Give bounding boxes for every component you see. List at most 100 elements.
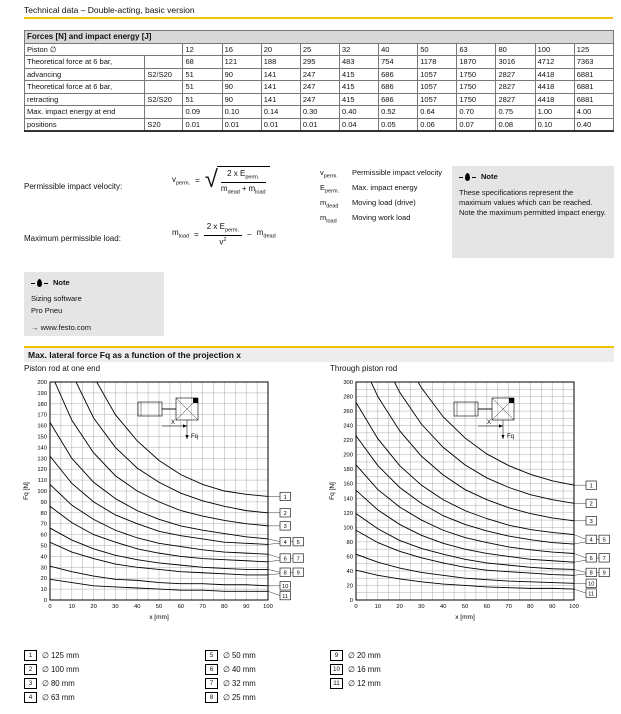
svg-text:180: 180 <box>37 402 47 408</box>
legend-item: 1 ∅ 125 mm <box>24 648 79 662</box>
svg-text:8: 8 <box>284 571 287 577</box>
value-cell: 483 <box>338 55 380 69</box>
legend-item: 3 ∅ 80 mm <box>24 676 79 690</box>
svg-text:40: 40 <box>347 569 353 575</box>
svg-text:60: 60 <box>484 604 490 610</box>
value-cell: 6881 <box>573 67 615 81</box>
sqrt-symbol: √ <box>204 166 218 194</box>
legend-item: 4 ∅ 63 mm <box>24 690 79 704</box>
svg-text:6: 6 <box>284 556 287 562</box>
diameter-legend-column: 5 ∅ 50 mm 6 ∅ 40 mm 7 ∅ 32 mm 8 ∅ 25 mm <box>205 648 256 704</box>
value-cell: 7363 <box>573 55 615 69</box>
value-cell: 686 <box>378 80 419 94</box>
symbol-description: Moving work load <box>352 213 411 222</box>
festo-link[interactable]: → www.festo.com <box>31 323 92 333</box>
value-cell: 2827 <box>495 67 536 81</box>
row-label-cell: advancing <box>23 67 146 81</box>
svg-text:100: 100 <box>263 604 273 610</box>
value-cell: 247 <box>299 67 340 81</box>
value-cell: 1057 <box>417 67 458 81</box>
note-title: Note <box>481 172 498 181</box>
legend-diameter-label: ∅ 50 mm <box>223 650 256 660</box>
piston-size-cell: 40 <box>378 42 419 56</box>
sizing-software-label: Sizing software <box>31 294 82 304</box>
value-cell: 0.09 <box>182 105 223 119</box>
svg-text:280: 280 <box>343 395 353 401</box>
svg-text:110: 110 <box>38 478 47 484</box>
minus-sign: − <box>247 229 252 239</box>
chart-through-piston-rod: 0204060801001201401601802002202402602803… <box>329 380 610 621</box>
value-cell: 90 <box>221 67 262 81</box>
value-cell: 686 <box>378 92 419 106</box>
svg-text:120: 120 <box>37 467 47 473</box>
legend-diameter-label: ∅ 40 mm <box>223 664 256 674</box>
svg-text:11: 11 <box>282 594 288 600</box>
legend-number-box: 5 <box>205 649 218 661</box>
svg-text:150: 150 <box>37 435 47 441</box>
legend-diameter-label: ∅ 80 mm <box>42 678 75 688</box>
svg-text:10: 10 <box>41 587 47 593</box>
svg-text:5: 5 <box>297 540 300 546</box>
velocity-formula-label: Permissible impact velocity: <box>24 182 123 191</box>
value-cell: 2827 <box>495 80 536 94</box>
svg-text:240: 240 <box>343 424 353 430</box>
svg-text:200: 200 <box>343 453 353 459</box>
value-cell: 0.06 <box>417 117 458 132</box>
svg-text:4: 4 <box>284 540 287 546</box>
svg-text:200: 200 <box>37 380 47 386</box>
piston-size-cell: 20 <box>260 42 301 56</box>
svg-text:9: 9 <box>297 571 300 577</box>
lateral-force-section-header: Max. lateral force Fq as a function of t… <box>24 346 614 362</box>
equals-sign: = <box>195 176 200 186</box>
svg-text:100: 100 <box>37 489 47 495</box>
value-cell: 247 <box>299 92 340 106</box>
row-label-cell: positions <box>23 117 146 132</box>
legend-diameter-label: ∅ 25 mm <box>223 692 256 702</box>
value-cell: 3016 <box>495 55 536 69</box>
legend-diameter-label: ∅ 63 mm <box>42 692 75 702</box>
svg-text:80: 80 <box>221 604 227 610</box>
legend-item: 7 ∅ 32 mm <box>205 676 256 690</box>
value-cell: 6881 <box>573 80 615 94</box>
svg-text:20: 20 <box>41 576 47 582</box>
svg-text:Fq: Fq <box>507 434 514 440</box>
svg-text:2: 2 <box>284 511 287 517</box>
svg-text:140: 140 <box>343 496 353 502</box>
chart-piston-rod-one-end: 0102030405060708090100110120130140150160… <box>23 380 304 621</box>
svg-text:9: 9 <box>603 571 606 577</box>
svg-text:140: 140 <box>37 445 47 451</box>
legend-item: 11 ∅ 12 mm <box>330 676 381 690</box>
note-title: Note <box>53 278 70 287</box>
svg-text:11: 11 <box>588 591 594 597</box>
value-cell: 0.01 <box>221 117 262 132</box>
page-title: Technical data – Double-acting, basic ve… <box>24 5 195 15</box>
svg-text:70: 70 <box>41 522 47 528</box>
svg-text:X: X <box>171 420 175 426</box>
svg-text:8: 8 <box>590 571 593 577</box>
symbol-description: Max. impact energy <box>352 183 418 192</box>
diameter-legend-column: 9 ∅ 20 mm 10 ∅ 16 mm 11 ∅ 12 mm <box>330 648 381 690</box>
svg-text:80: 80 <box>527 604 533 610</box>
svg-text:1: 1 <box>590 483 593 489</box>
impact-energy-section: Permissible impact velocity: vperm. = √ … <box>24 166 614 266</box>
legend-number-box: 2 <box>24 663 37 675</box>
legend-number-box: 4 <box>24 691 37 703</box>
value-cell: 4418 <box>534 92 575 106</box>
value-cell: 1750 <box>456 92 497 106</box>
value-cell: 0.30 <box>299 105 340 119</box>
svg-text:10: 10 <box>69 604 75 610</box>
row-label-cell: Theoretical force at 6 bar, <box>23 80 146 94</box>
formula-lhs: vperm. <box>172 174 191 187</box>
legend-diameter-label: ∅ 20 mm <box>348 650 381 660</box>
svg-text:50: 50 <box>462 604 468 610</box>
svg-text:0: 0 <box>350 598 353 604</box>
value-cell: 141 <box>260 92 301 106</box>
value-cell: 0.10 <box>221 105 262 119</box>
note-header: Note <box>31 278 157 288</box>
fraction: 2 x Eperm. mdead + mload <box>220 169 266 196</box>
value-cell: 68 <box>182 55 223 69</box>
piston-size-cell: 100 <box>534 42 575 56</box>
svg-text:10: 10 <box>375 604 381 610</box>
svg-text:20: 20 <box>396 604 402 610</box>
value-cell: 0.70 <box>456 105 497 119</box>
